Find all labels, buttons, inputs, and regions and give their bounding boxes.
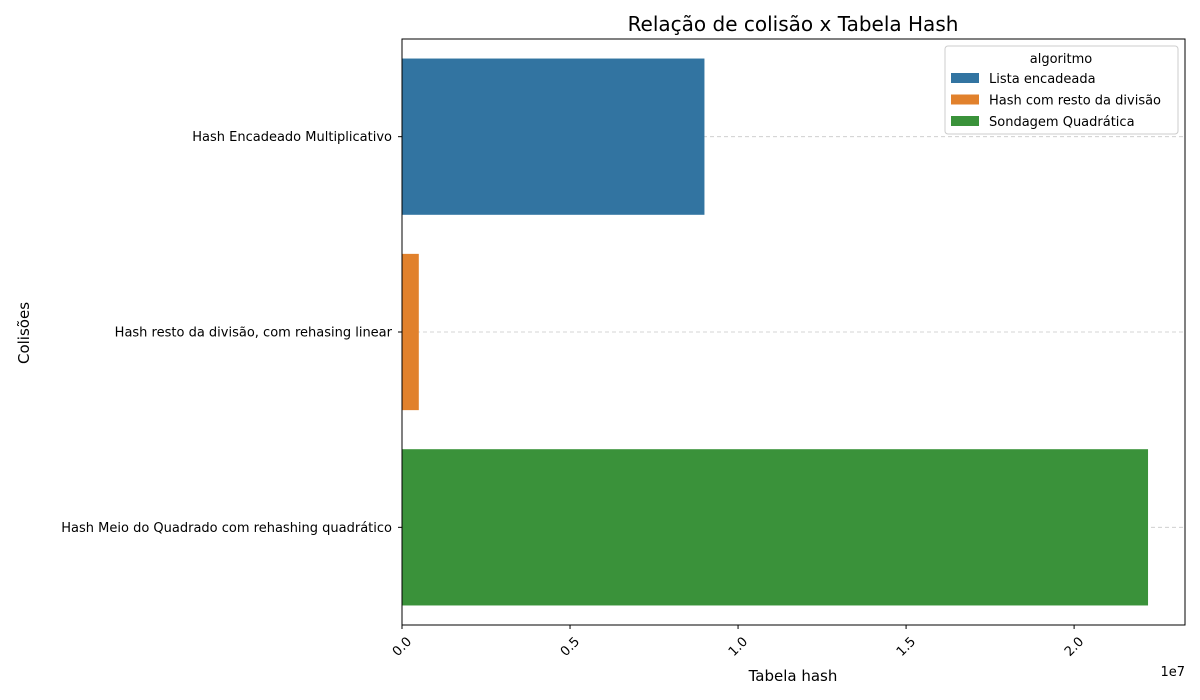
legend-entry: Lista encadeada	[989, 72, 1096, 87]
x-scale-label: 1e7	[1160, 665, 1185, 680]
y-axis-ticks: Hash Encadeado Multiplicativo Hash resto …	[61, 130, 402, 536]
legend-entry: Hash com resto da divisão	[989, 94, 1161, 109]
bar	[402, 58, 705, 215]
x-tick-label: 1.0	[726, 634, 751, 659]
legend: algoritmo Lista encadeada Hash com resto …	[944, 45, 1179, 135]
chart-title: Relação de colisão x Tabela Hash	[628, 12, 959, 36]
legend-swatch	[951, 116, 979, 126]
bars	[402, 58, 1149, 606]
x-axis-ticks: 0.0 0.5 1.0 1.5 2.0	[390, 625, 1087, 660]
legend-title: algoritmo	[1030, 52, 1093, 67]
x-tick-label: 0.5	[558, 634, 583, 659]
legend-frame	[944, 45, 1179, 135]
y-tick-label: Hash Encadeado Multiplicativo	[192, 130, 392, 145]
y-tick-label: Hash Meio do Quadrado com rehashing quad…	[61, 521, 392, 536]
x-tick-label: 1.5	[894, 634, 919, 659]
x-axis-label: Tabela hash	[748, 667, 838, 685]
y-tick-label: Hash resto da divisão, com rehasing line…	[115, 326, 393, 341]
x-tick-label: 0.0	[390, 634, 415, 659]
bar	[402, 253, 419, 411]
bar	[402, 449, 1149, 606]
y-axis-label: Colisões	[15, 302, 33, 364]
legend-entry: Sondagem Quadrática	[989, 115, 1135, 130]
x-tick-label: 2.0	[1062, 634, 1087, 659]
legend-swatch	[951, 73, 979, 83]
legend-swatch	[951, 94, 979, 105]
